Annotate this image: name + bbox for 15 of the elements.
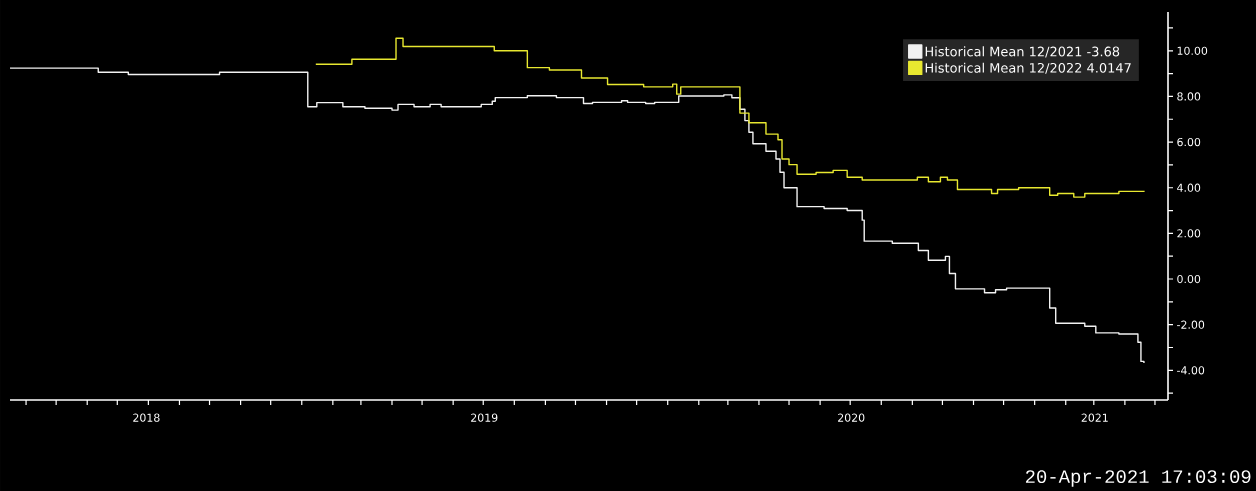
y-tick-label: 8.00: [1177, 92, 1201, 101]
y-tick-label: 0.00: [1177, 274, 1201, 284]
y-tick-label: 4.00: [1177, 183, 1201, 192]
x-tick-label: 2018: [133, 413, 160, 422]
y-tick-label: 10.00: [1177, 46, 1208, 55]
legend-label: Historical Mean 12/2022 4.0147: [925, 62, 1131, 74]
y-tick-label: -2.00: [1177, 320, 1205, 329]
x-tick-label: 2021: [1081, 413, 1108, 422]
y-tick-label: -4.00: [1177, 366, 1205, 375]
x-tick-label: 2019: [471, 413, 498, 422]
y-tick-label: 6.00: [1177, 137, 1201, 147]
x-tick-label: 2020: [838, 413, 865, 422]
y-tick-label: 2.00: [1177, 229, 1201, 238]
text: 20-Apr-2021 17:03:09: [1025, 470, 1251, 487]
legend-label: Historical Mean 12/2021 -3.68: [925, 46, 1120, 58]
